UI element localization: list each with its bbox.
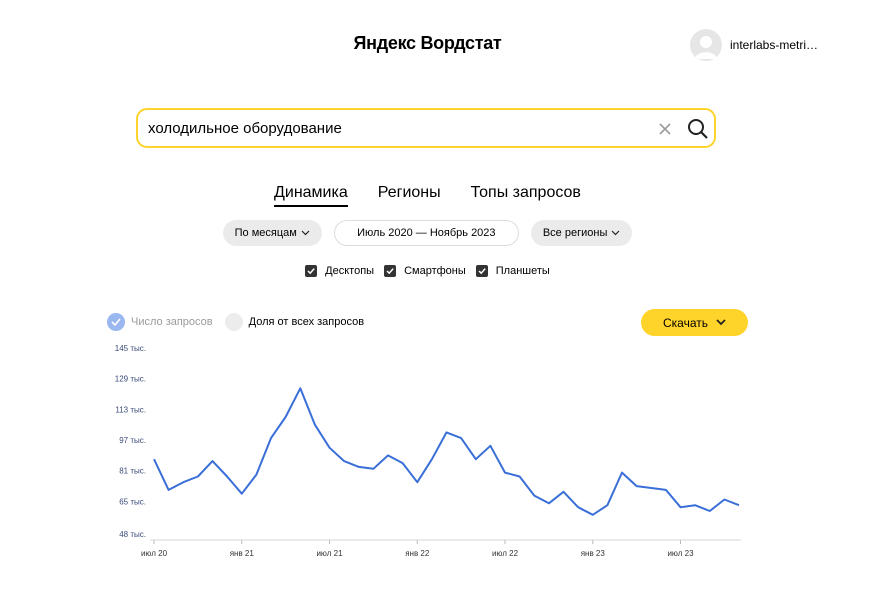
y-tick-label: 129 тыс. [115,375,146,384]
search-input[interactable] [148,118,628,138]
user-name: interlabs-metri… [730,38,819,52]
x-tick-label: июл 21 [316,549,343,558]
app-logo[interactable]: Яндекс Вордстат [353,33,502,53]
chevron-down-icon [716,319,726,326]
x-tick-label: янв 22 [405,549,430,558]
legend-query-count[interactable]: Число запросов [107,313,213,331]
filter-bar: По месяцам Июль 2020 — Ноябрь 2023 Все р… [0,220,855,246]
legend-toggle-on[interactable] [107,313,125,331]
user-silhouette-icon [695,36,717,59]
clear-search-button[interactable] [657,121,673,137]
checkbox-desktop[interactable] [305,265,318,277]
grouping-label: По месяцам [234,227,297,239]
tab-top-queries[interactable]: Топы запросов [470,184,581,201]
device-desktop-label: Десктопы [325,265,375,277]
checkmark-icon [111,318,121,327]
legend-share[interactable]: Доля от всех запросов [224,313,365,331]
chevron-down-icon [301,230,310,236]
x-tick-label: июл 20 [141,549,168,558]
checkbox-smartphone[interactable] [384,265,397,277]
period-picker[interactable]: Июль 2020 — Ноябрь 2023 [333,220,519,246]
device-desktop[interactable]: Десктопы [305,265,374,277]
checkbox-tablet[interactable] [475,265,488,277]
x-tick-label: янв 23 [581,549,606,558]
user-menu[interactable]: interlabs-metri… [690,29,818,61]
download-button[interactable]: Скачать [641,309,748,336]
period-label: Июль 2020 — Ноябрь 2023 [357,227,496,239]
device-tablet-label: Планшеты [495,265,550,277]
download-label: Скачать [663,315,708,330]
y-tick-label: 145 тыс. [115,344,146,353]
y-tick-label: 81 тыс. [119,467,146,476]
device-filters: Десктопы Смартфоны Планшеты [0,265,855,277]
legend-share-label: Доля от всех запросов [248,316,365,328]
checkmark-icon [307,268,315,275]
close-icon [659,123,671,135]
device-smartphone[interactable]: Смартфоны [384,265,466,277]
y-tick-label: 48 тыс. [119,530,146,539]
tab-dynamics[interactable]: Динамика [274,184,348,207]
grouping-select[interactable]: По месяцам [222,220,322,246]
search-button[interactable] [687,118,709,140]
checkmark-icon [386,268,394,275]
legend-toggle-off[interactable] [224,313,243,331]
y-tick-label: 97 тыс. [119,436,146,445]
avatar[interactable] [690,29,722,61]
chevron-down-icon [611,230,620,236]
checkmark-icon [478,268,486,275]
x-tick-label: июл 22 [492,549,519,558]
line-chart: 145 тыс. 129 тыс. 113 тыс. 97 тыс. 81 тыс. 65… [115,344,741,558]
legend-query-count-label: Число запросов [131,316,213,328]
tab-regions[interactable]: Регионы [377,184,441,201]
x-tick-label: июл 23 [667,549,694,558]
search-icon [688,119,708,139]
y-tick-label: 113 тыс. [115,405,146,414]
region-select[interactable]: Все регионы [530,220,633,246]
series-line [153,387,740,516]
search-box [136,108,716,148]
view-tabs: Динамика Регионы Топы запросов [0,184,855,207]
chart-legend: Число запросов Доля от всех запросов [107,313,364,331]
x-tick-label: янв 21 [230,549,255,558]
device-tablet[interactable]: Планшеты [475,265,550,277]
region-label: Все регионы [542,227,608,239]
device-smartphone-label: Смартфоны [404,265,466,277]
y-tick-label: 65 тыс. [119,497,146,506]
